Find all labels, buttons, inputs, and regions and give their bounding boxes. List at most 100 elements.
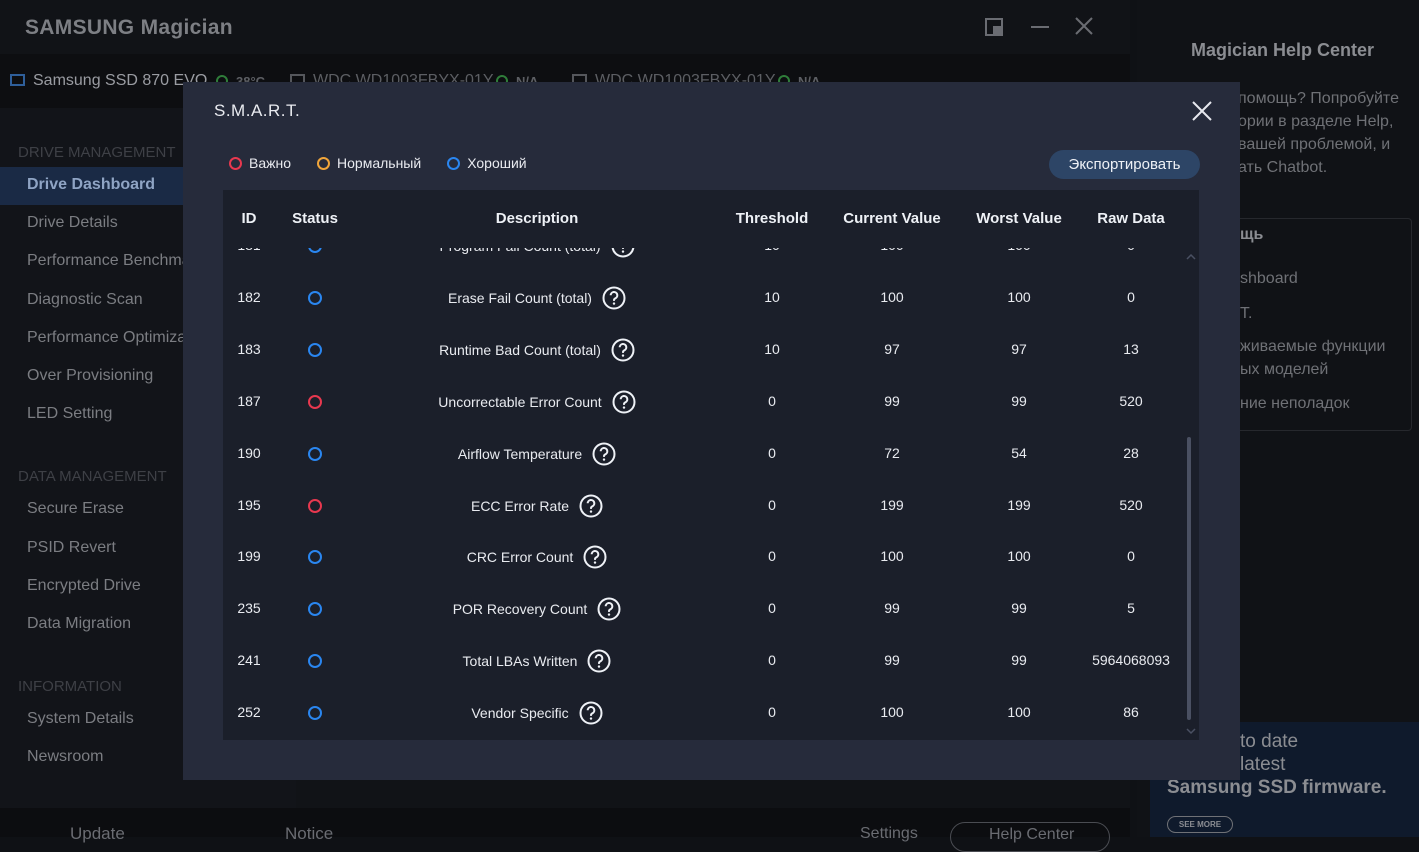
table-row: 241 Total LBAs Written 0 99 99 5964068093 — [223, 641, 1199, 681]
cell-id: 199 — [237, 548, 261, 565]
sidebar-item[interactable]: Performance Optimization — [27, 328, 212, 346]
legend-dot — [447, 157, 461, 170]
window-controls — [985, 17, 1093, 36]
column-header: Raw Data — [1097, 210, 1165, 227]
cell-id: 252 — [237, 704, 261, 721]
cell-raw: 5964068093 — [1092, 652, 1170, 669]
sidebar-item[interactable]: Drive Dashboard — [27, 176, 156, 193]
close-app-button[interactable] — [1075, 17, 1093, 35]
help-icon[interactable] — [587, 649, 611, 673]
cell-threshold: 0 — [768, 496, 776, 513]
sidebar-item[interactable]: Drive Details — [27, 214, 118, 232]
description-cell: ECC Error Rate — [377, 494, 697, 518]
cell-raw: 0 — [1127, 248, 1135, 253]
modal-close-button[interactable] — [1191, 100, 1213, 122]
legend-dot — [229, 157, 242, 170]
description-cell: Uncorrectable Error Count — [377, 390, 697, 414]
help-icon[interactable] — [611, 338, 635, 362]
cell-id: 187 — [237, 392, 261, 409]
help-box-item[interactable]: ых моделей — [1240, 361, 1329, 378]
help-box-item[interactable]: T. — [1240, 305, 1253, 322]
help-icon[interactable] — [602, 286, 626, 310]
cell-current: 99 — [884, 652, 900, 669]
help-icon[interactable] — [583, 545, 607, 569]
help-icon[interactable] — [579, 701, 603, 725]
description-text: Total LBAs Written — [462, 653, 578, 670]
cell-id: 183 — [237, 340, 261, 357]
table-row: 187 Uncorrectable Error Count 0 99 99 520 — [223, 382, 1199, 422]
cell-id: 241 — [237, 652, 261, 669]
cell-raw: 13 — [1123, 340, 1139, 357]
sidebar-item[interactable]: Encrypted Drive — [27, 576, 141, 594]
table-row: 181 Program Fail Count (total) 10 100 100 0 — [223, 248, 1199, 266]
help-title: Magician Help Center — [1191, 40, 1375, 60]
footer-notice[interactable]: Notice — [285, 824, 334, 843]
cell-current: 99 — [884, 600, 900, 617]
description-cell: POR Recovery Count — [377, 597, 697, 621]
drive-tab[interactable]: Samsung SSD 870 EVO — [33, 72, 208, 89]
footer-help[interactable]: Help Center — [950, 822, 1110, 852]
cell-current: 72 — [884, 444, 900, 461]
sidebar-item[interactable]: Secure Erase — [27, 500, 124, 518]
table-row: 183 Runtime Bad Count (total) 10 97 97 13 — [223, 330, 1199, 370]
banner-button[interactable]: SEE MORE — [1167, 816, 1233, 833]
footer-settings[interactable]: Settings — [860, 825, 918, 842]
legend-dot — [317, 157, 331, 170]
description-cell: Runtime Bad Count (total) — [377, 338, 697, 362]
sidebar-item[interactable]: Over Provisioning — [27, 367, 154, 384]
column-header: Worst Value — [976, 210, 1062, 227]
cell-worst: 100 — [1007, 548, 1031, 565]
help-intro-line: ать Chatbot. — [1238, 159, 1328, 176]
help-icon[interactable] — [612, 390, 636, 414]
banner-line: latest — [1240, 754, 1286, 775]
sidebar-item[interactable]: LED Setting — [27, 405, 113, 423]
smart-table — [223, 190, 1199, 740]
cell-worst: 100 — [1007, 248, 1030, 253]
cell-threshold: 0 — [768, 444, 776, 461]
cell-id: 195 — [237, 496, 261, 513]
help-icon[interactable] — [597, 597, 621, 621]
help-intro-line: ории в разделе Help, — [1238, 113, 1394, 130]
column-header: Description — [495, 210, 579, 227]
description-cell: Vendor Specific — [377, 701, 697, 725]
help-icon[interactable] — [579, 494, 603, 518]
table-row: 235 POR Recovery Count 0 99 99 5 — [223, 589, 1199, 629]
scroll-thumb[interactable] — [1187, 437, 1191, 720]
help-icon[interactable] — [611, 248, 635, 258]
description-text: Airflow Temperature — [457, 445, 583, 462]
table-row: 252 Vendor Specific 0 100 100 86 — [223, 693, 1199, 733]
cell-worst: 97 — [1011, 340, 1027, 357]
cell-current: 100 — [880, 248, 903, 253]
status-indicator — [308, 602, 322, 617]
help-box-item[interactable]: живаемые функции — [1240, 338, 1386, 355]
cell-threshold: 0 — [768, 392, 776, 409]
help-intro-line: помощь? Попробуйте — [1238, 90, 1399, 107]
sidebar-item[interactable]: System Details — [27, 710, 134, 728]
cell-raw: 0 — [1127, 548, 1135, 565]
sidebar-section-title: DATA MANAGEMENT — [18, 468, 167, 486]
sidebar-item[interactable]: Newsroom — [27, 748, 104, 766]
cell-raw: 0 — [1127, 288, 1135, 305]
sidebar-item[interactable]: Performance Benchmark — [27, 252, 204, 270]
modal-title: S.M.A.R.T. — [214, 101, 301, 120]
cell-threshold: 10 — [764, 288, 780, 305]
cell-worst: 99 — [1011, 652, 1027, 669]
help-box-item[interactable]: ние неполадок — [1240, 395, 1350, 412]
status-indicator — [308, 498, 322, 513]
cell-threshold: 0 — [768, 548, 776, 565]
sidebar-section-title: INFORMATION — [18, 678, 122, 696]
cell-raw: 5 — [1127, 600, 1135, 617]
help-icon[interactable] — [592, 442, 616, 466]
cell-current: 100 — [880, 548, 904, 565]
sidebar-item[interactable]: Data Migration — [27, 615, 132, 632]
description-text: CRC Error Count — [466, 549, 574, 566]
sidebar-item[interactable]: Diagnostic Scan — [27, 290, 143, 308]
scroll-arrows[interactable] — [1184, 248, 1198, 738]
footer-update[interactable]: Update — [70, 824, 125, 843]
export-button[interactable]: Экспортировать — [1049, 150, 1200, 179]
sidebar-item[interactable]: PSID Revert — [27, 538, 116, 556]
status-indicator — [308, 290, 322, 305]
cell-worst: 54 — [1011, 444, 1027, 461]
help-box-item[interactable]: shboard — [1240, 270, 1298, 287]
